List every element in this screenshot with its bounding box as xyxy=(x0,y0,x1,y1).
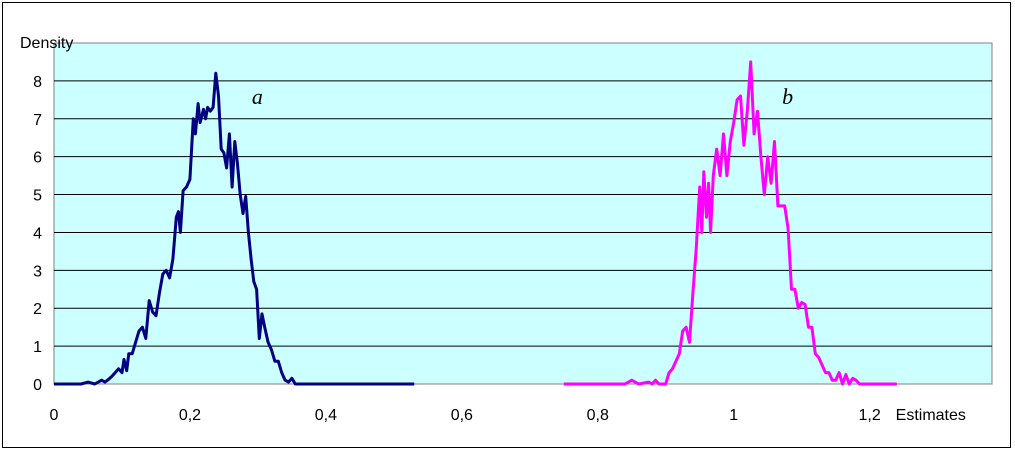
annotation-label: a xyxy=(252,84,263,109)
x-tick-label: 0 xyxy=(50,407,59,424)
y-tick-label: 7 xyxy=(33,112,42,129)
annotation-label: b xyxy=(782,84,793,109)
y-tick-label: 0 xyxy=(33,377,42,394)
series-line-1 xyxy=(563,60,897,386)
y-tick-label: 1 xyxy=(33,339,42,356)
series-layer xyxy=(54,60,897,386)
x-tick-label: 0,2 xyxy=(179,407,201,424)
x-tick-label: 0,6 xyxy=(451,407,473,424)
x-tick-label: 1 xyxy=(729,407,738,424)
x-tick-label: 0,4 xyxy=(315,407,337,424)
y-tick-label: 8 xyxy=(33,74,42,91)
y-tick-label: 5 xyxy=(33,188,42,205)
y-tick-label: 4 xyxy=(33,225,42,242)
tick-labels: 0 1 2 3 4 5 6 7 8 0 0,2 0,4 0,6 0,8 1 1,2 xyxy=(33,74,881,424)
y-axis-title: Density xyxy=(20,35,73,52)
y-tick-label: 3 xyxy=(33,263,42,280)
gridlines xyxy=(54,80,992,347)
y-tick-label: 6 xyxy=(33,150,42,167)
plot-area xyxy=(53,42,993,385)
x-tick-label: 1,2 xyxy=(859,407,881,424)
x-tick-label: 0,8 xyxy=(587,407,609,424)
y-tick-label: 2 xyxy=(33,301,42,318)
x-axis-title: Estimates xyxy=(896,407,966,424)
series-line-0 xyxy=(54,71,415,386)
